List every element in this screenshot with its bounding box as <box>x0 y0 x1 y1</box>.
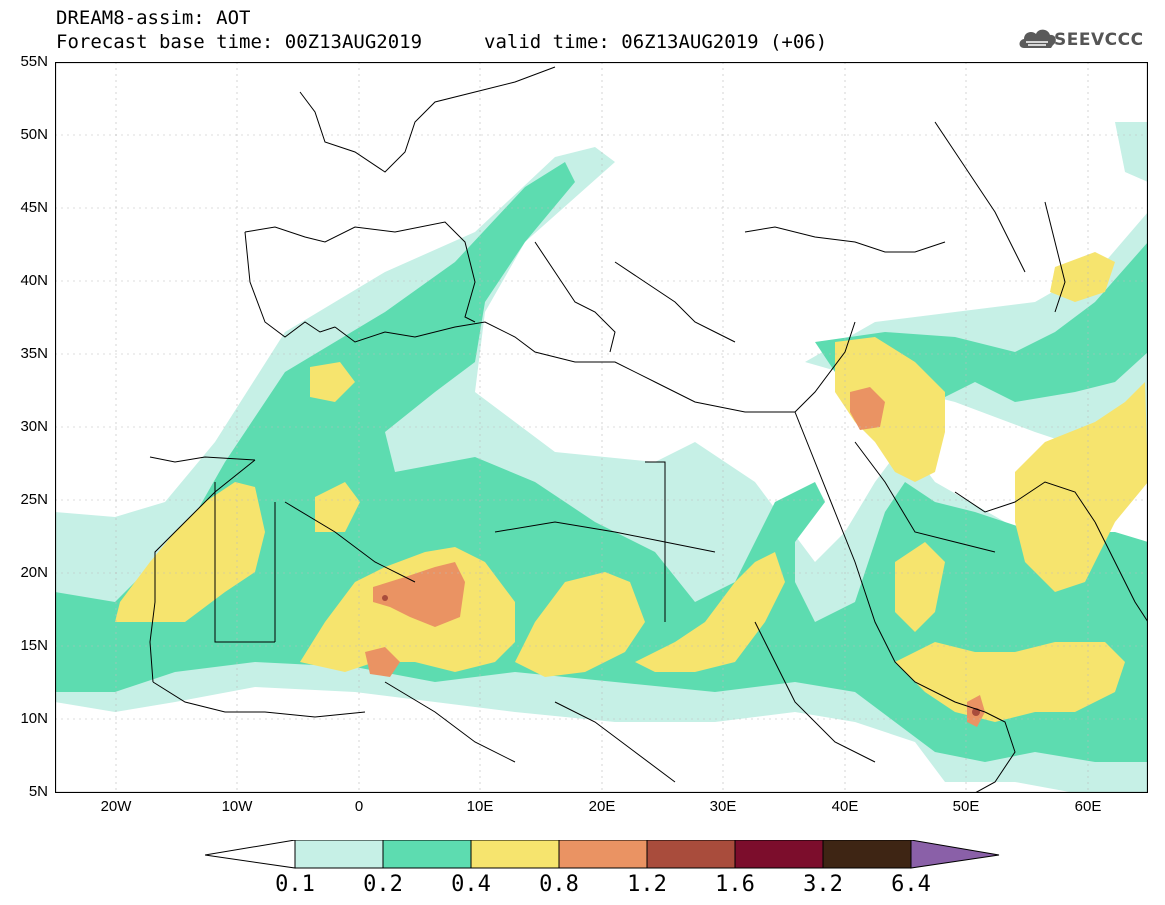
colorbar-label: 6.4 <box>891 872 931 897</box>
colorbar-label: 0.8 <box>539 872 579 897</box>
lat-label: 45N <box>20 199 48 216</box>
valid-time: valid time: 06Z13AUG2019 (+06) <box>484 31 828 53</box>
lon-label: 10E <box>466 798 494 815</box>
forecast-base-time: Forecast base time: 00Z13AUG2019 <box>56 31 423 53</box>
lat-label: 20N <box>20 564 48 581</box>
lat-label: 10N <box>20 710 48 727</box>
colorbar-swatch-5 <box>734 840 824 869</box>
colorbar-swatch-2 <box>470 840 560 869</box>
lat-label: 50N <box>20 126 48 143</box>
colorbar-label: 0.2 <box>363 872 403 897</box>
lat-label: 40N <box>20 272 48 289</box>
aot-colorbar <box>205 840 1000 869</box>
colorbar-swatch-4 <box>646 840 736 869</box>
colorbar-label: 1.2 <box>627 872 667 897</box>
lat-label: 15N <box>20 637 48 654</box>
lon-label: 60E <box>1074 798 1102 815</box>
map-graticule <box>55 62 1148 793</box>
cloud-icon <box>1019 29 1056 48</box>
lat-label: 5N <box>28 783 48 800</box>
lon-label: 10W <box>221 798 253 815</box>
colorbar-over-arrow <box>910 840 1000 869</box>
lat-label: 55N <box>20 53 48 70</box>
aot-map <box>55 62 1148 793</box>
colorbar-label: 3.2 <box>803 872 843 897</box>
map-border <box>55 62 1148 793</box>
title-line-1: DREAM8-assim: AOT <box>56 7 251 29</box>
logo-text: SEEVCCC <box>1054 30 1144 50</box>
coastlines <box>149 66 1148 793</box>
lon-label: 50E <box>952 798 980 815</box>
lat-label: 25N <box>20 491 48 508</box>
colorbar-under-arrow <box>205 840 296 869</box>
lat-label: 30N <box>20 418 48 435</box>
lon-label: 20W <box>100 798 132 815</box>
colorbar-label: 1.6 <box>715 872 755 897</box>
lon-label: 40E <box>831 798 859 815</box>
lon-label: 30E <box>709 798 737 815</box>
colorbar-label: 0.4 <box>451 872 491 897</box>
colorbar-label: 0.1 <box>275 872 315 897</box>
colorbar-swatch-0 <box>294 840 384 869</box>
lat-label: 35N <box>20 345 48 362</box>
lon-label: 0 <box>354 798 364 815</box>
lon-label: 20E <box>588 798 616 815</box>
colorbar-swatch-3 <box>558 840 648 869</box>
colorbar-swatch-1 <box>382 840 472 869</box>
colorbar-swatch-6 <box>822 840 912 869</box>
